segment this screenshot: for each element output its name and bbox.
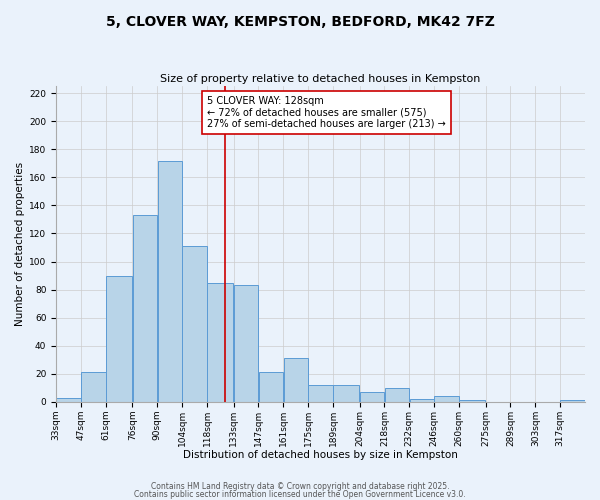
Bar [434, 396, 459, 402]
Bar [284, 358, 308, 402]
Bar [308, 385, 333, 402]
Text: 5 CLOVER WAY: 128sqm
← 72% of detached houses are smaller (575)
27% of semi-deta: 5 CLOVER WAY: 128sqm ← 72% of detached h… [207, 96, 446, 129]
Bar [207, 282, 233, 402]
Bar [106, 276, 132, 402]
Text: Contains HM Land Registry data © Crown copyright and database right 2025.: Contains HM Land Registry data © Crown c… [151, 482, 449, 491]
Bar [56, 398, 81, 402]
X-axis label: Distribution of detached houses by size in Kempston: Distribution of detached houses by size … [183, 450, 458, 460]
Title: Size of property relative to detached houses in Kempston: Size of property relative to detached ho… [160, 74, 481, 84]
Bar [560, 400, 585, 402]
Text: Contains public sector information licensed under the Open Government Licence v3: Contains public sector information licen… [134, 490, 466, 499]
Bar [133, 215, 157, 402]
Bar [158, 160, 182, 402]
Bar [459, 400, 485, 402]
Bar [333, 385, 359, 402]
Text: 5, CLOVER WAY, KEMPSTON, BEDFORD, MK42 7FZ: 5, CLOVER WAY, KEMPSTON, BEDFORD, MK42 7… [106, 15, 494, 29]
Bar [259, 372, 283, 402]
Bar [385, 388, 409, 402]
Bar [81, 372, 106, 402]
Y-axis label: Number of detached properties: Number of detached properties [15, 162, 25, 326]
Bar [360, 392, 384, 402]
Bar [182, 246, 207, 402]
Bar [234, 286, 258, 402]
Bar [410, 399, 434, 402]
